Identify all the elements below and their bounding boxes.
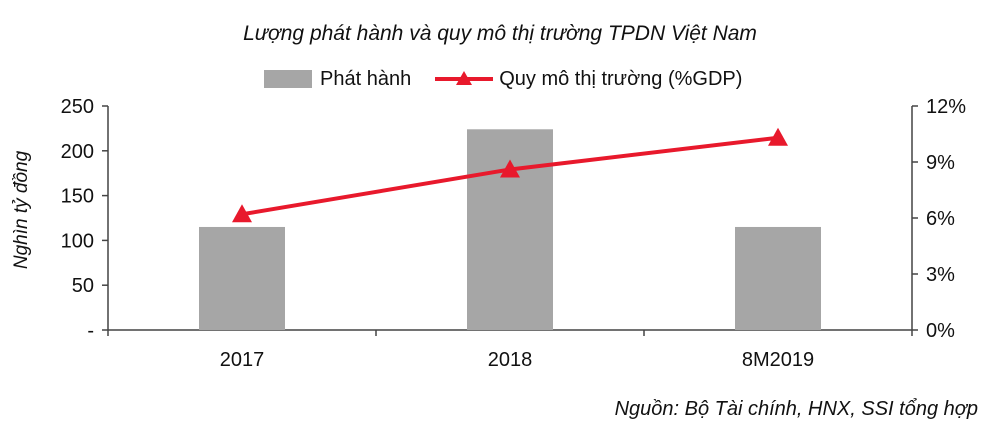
y-tick-label-left: 150 [61, 186, 94, 208]
chart-title: Lượng phát hành và quy mô thị trường TPD… [243, 22, 757, 45]
source-note: Nguồn: Bộ Tài chính, HNX, SSI tổng hợp [614, 398, 978, 420]
y-tick-label-left: - [87, 320, 94, 342]
bar [199, 226, 285, 330]
y-tick-label-left: 250 [61, 96, 94, 118]
legend-line-swatch [435, 71, 494, 85]
y-tick-label-left: 100 [61, 230, 94, 252]
x-tick-label: 2017 [220, 349, 265, 371]
x-tick-label: 8M2019 [742, 349, 814, 371]
line-marker [232, 204, 252, 223]
y-tick-label-right: 12% [926, 96, 966, 118]
bar [467, 129, 553, 330]
legend: Phát hành Quy mô thị trường (%GDP) [264, 66, 764, 92]
legend-item-bar: Phát hành [264, 68, 411, 91]
line-marker [768, 127, 788, 146]
y-tick-label-right: 6% [926, 208, 955, 230]
y-tick-label-right: 0% [926, 320, 955, 342]
y-tick-label-left: 200 [61, 141, 94, 163]
line-marker [500, 159, 520, 178]
x-tick-label: 2018 [488, 349, 533, 371]
y-tick-label-left: 50 [72, 275, 94, 297]
legend-bar-swatch [264, 70, 312, 88]
y-tick-label-right: 9% [926, 152, 955, 174]
legend-line-label: Quy mô thị trường (%GDP) [499, 67, 743, 90]
legend-bar-label: Phát hành [320, 67, 412, 90]
bar [735, 226, 821, 330]
legend-item-line: Quy mô thị trường (%GDP) [433, 68, 742, 91]
y-tick-label-right: 3% [926, 264, 955, 286]
